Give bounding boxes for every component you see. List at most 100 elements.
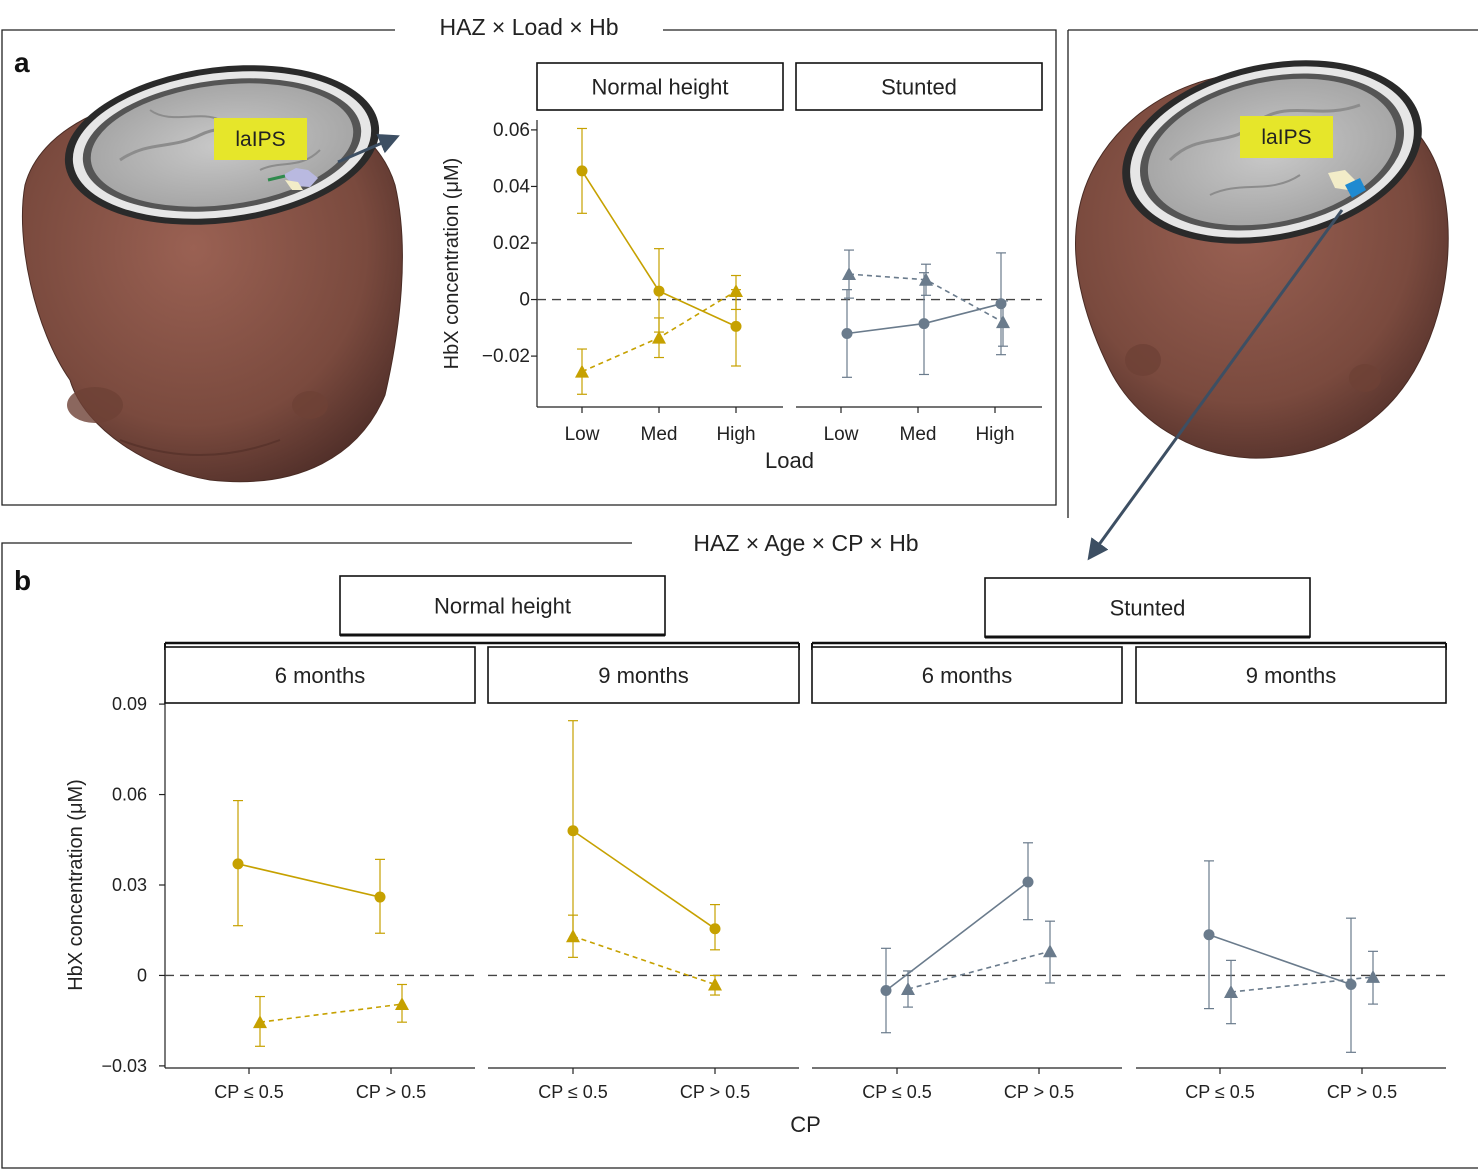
series-line-dashed — [907, 950, 1051, 990]
roi-label-left: laIPS — [235, 128, 285, 151]
x-tick-label: CP > 0.5 — [1004, 1082, 1074, 1102]
facet-strip-label: 6 months — [922, 663, 1013, 688]
series-line-solid — [1208, 933, 1352, 986]
facet-strip-label: 9 months — [1246, 663, 1337, 688]
facet-strip-box — [487, 646, 800, 704]
data-point-circle — [374, 891, 386, 903]
data-point-circle — [232, 858, 244, 870]
brain-head-illustration-left: laIPS — [21, 65, 403, 483]
y-tick-label: −0.03 — [101, 1056, 147, 1076]
panel-b-title: HAZ × Age × CP × Hb — [693, 530, 918, 556]
series-line-dashed — [848, 273, 1004, 323]
x-tick-label: CP ≤ 0.5 — [538, 1082, 608, 1102]
panel-a-chart: 0.06 0.04 0.02 0 −0.02 HbX concentration (μM)… — [441, 62, 1043, 473]
roi-label-right: laIPS — [1261, 126, 1311, 149]
facet-0: 6 months CP ≤ 0.5 CP > 0.5 — [164, 646, 476, 1102]
data-point-triangle — [708, 977, 722, 991]
data-point-triangle — [1366, 969, 1380, 983]
x-axis-label: CP — [790, 1112, 821, 1137]
data-point-circle — [709, 923, 721, 935]
facet-strip-box — [1135, 646, 1447, 704]
y-tick-label: 0.09 — [112, 694, 147, 714]
x-tick-label: Low — [824, 424, 859, 445]
x-tick-label: CP > 0.5 — [356, 1082, 426, 1102]
data-point-circle — [653, 285, 665, 297]
y-tick-label: −0.02 — [482, 346, 530, 367]
facet-strip-box — [811, 646, 1123, 704]
data-point-circle — [995, 298, 1007, 310]
facet-1: Stunted Low Med High — [795, 62, 1043, 445]
data-point-circle — [576, 165, 588, 177]
y-tick-label: 0.03 — [112, 875, 147, 895]
series-line-solid — [237, 863, 381, 898]
x-axis-label: Load — [765, 448, 814, 473]
y-tick-label: 0.06 — [112, 785, 147, 805]
facet-0: Normal height Low Med High — [536, 62, 784, 445]
facet-1: 9 months CP ≤ 0.5 CP > 0.5 — [487, 646, 800, 1102]
x-tick-label: CP ≤ 0.5 — [1185, 1082, 1255, 1102]
x-tick-label: Med — [641, 424, 678, 445]
data-point-triangle — [919, 272, 933, 286]
data-point-circle — [1345, 978, 1357, 990]
data-point-triangle — [575, 364, 589, 378]
data-point-triangle — [1043, 944, 1057, 958]
facet-strip-box — [536, 62, 784, 111]
y-axis-label: HbX concentration (μM) — [441, 158, 463, 370]
group-strip-label: Stunted — [1110, 596, 1186, 621]
y-tick-label: 0 — [137, 965, 147, 985]
arrow-right — [1087, 209, 1344, 561]
series-line-solid — [572, 830, 716, 930]
panel-b-frame — [1, 542, 1478, 1169]
y-tick-label: 0 — [519, 290, 530, 311]
facet-strip-label: 6 months — [275, 663, 366, 688]
data-point-circle — [730, 320, 742, 332]
panel-a-label: a — [14, 47, 30, 78]
x-tick-label: Low — [565, 424, 600, 445]
brain-head-illustration-right: laIPS — [1075, 60, 1449, 459]
group-strip-label: Normal height — [434, 594, 571, 619]
x-tick-label: Med — [900, 424, 937, 445]
facet-strip-label: 9 months — [598, 663, 689, 688]
x-tick-label: CP > 0.5 — [680, 1082, 750, 1102]
facet-strip-label: Stunted — [881, 75, 957, 100]
data-point-circle — [880, 985, 892, 997]
facet-strip-box — [164, 646, 476, 704]
data-point-circle — [918, 318, 930, 330]
data-point-triangle — [729, 284, 743, 298]
panel-b-label: b — [14, 565, 31, 596]
x-tick-label: CP ≤ 0.5 — [214, 1082, 284, 1102]
x-tick-label: CP ≤ 0.5 — [862, 1082, 932, 1102]
series-line-dashed — [1230, 976, 1374, 993]
x-tick-label: High — [716, 424, 755, 445]
data-point-triangle — [996, 315, 1010, 329]
facet-3: 9 months CP ≤ 0.5 CP > 0.5 — [1135, 646, 1447, 1102]
facet-2: 6 months CP ≤ 0.5 CP > 0.5 — [811, 646, 1123, 1102]
x-tick-label: CP > 0.5 — [1327, 1082, 1397, 1102]
data-point-circle — [1022, 876, 1034, 888]
group-strip-box — [984, 577, 1311, 638]
series-line-solid — [885, 881, 1029, 992]
data-point-triangle — [901, 982, 915, 995]
panel-a-frame — [1, 29, 1478, 518]
data-point-triangle — [1224, 985, 1238, 998]
data-point-circle — [567, 825, 579, 837]
y-tick-label: 0.04 — [493, 176, 530, 197]
series-line-dashed — [572, 935, 716, 986]
data-point-circle — [841, 327, 853, 339]
series-line-dashed — [259, 1003, 403, 1023]
facet-strip-label: Normal height — [592, 75, 729, 100]
x-tick-label: High — [975, 424, 1014, 445]
y-tick-label: 0.02 — [493, 233, 530, 254]
panel-a-title: HAZ × Load × Hb — [440, 14, 619, 40]
y-tick-label: 0.06 — [493, 120, 530, 141]
data-point-triangle — [566, 929, 580, 943]
facet-strip-box — [795, 62, 1043, 111]
data-point-triangle — [253, 1015, 267, 1029]
y-axis-label: HbX concentration (μM) — [65, 779, 87, 991]
panel-b-chart: 0.09 0.06 0.03 0 −0.03 HbX concentration (μM)… — [65, 575, 1447, 1137]
data-point-triangle — [395, 997, 409, 1011]
data-point-triangle — [842, 267, 856, 281]
data-point-circle — [1203, 929, 1215, 941]
arrow-left — [337, 134, 400, 164]
